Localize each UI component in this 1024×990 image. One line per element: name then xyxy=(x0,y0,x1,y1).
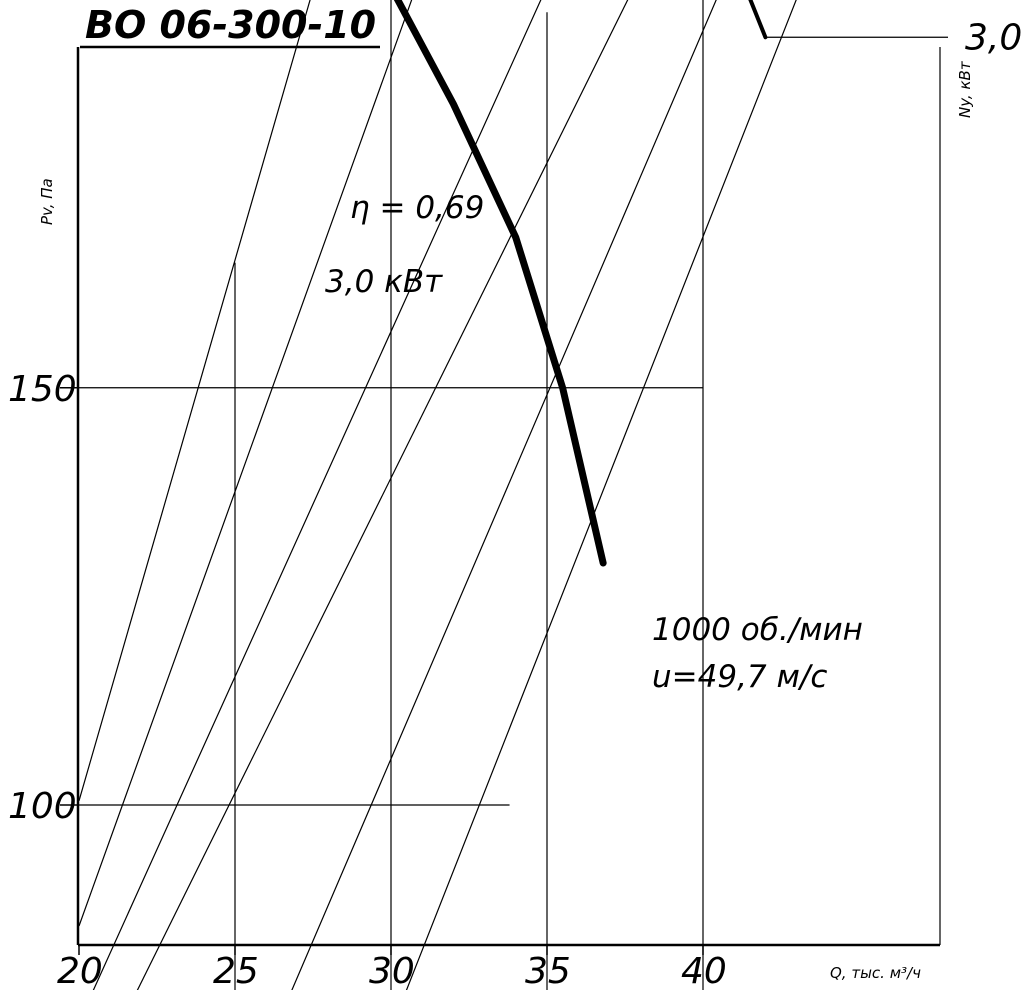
y-tick-label: 100 xyxy=(8,786,77,827)
efficiency-line xyxy=(291,0,717,990)
tick-labels: 20253035401001502002503003,0 xyxy=(8,17,1022,990)
x-tick-label: 35 xyxy=(525,951,571,990)
speed-label: 1000 об./мин xyxy=(652,612,863,648)
efficiency-line xyxy=(92,0,542,990)
power-label: 3,0 кВт xyxy=(325,264,443,300)
pressure-curve xyxy=(393,0,607,567)
efficiency-line xyxy=(405,0,797,990)
y2-axis-label: Ny, кВт xyxy=(956,60,974,118)
velocity-label: u=49,7 м/с xyxy=(652,659,827,695)
x-tick-label: 25 xyxy=(213,951,259,990)
y2-tick-label: 3,0 xyxy=(965,17,1022,58)
efficiency-line xyxy=(136,0,629,990)
chart-title: ВО 06-300-10 xyxy=(85,3,376,47)
efficiency-line xyxy=(78,0,413,927)
y-tick-label: 150 xyxy=(8,369,77,410)
eta-label: η = 0,69 xyxy=(350,190,484,226)
efficiency-line xyxy=(78,0,311,801)
x-axis-label: Q, тыс. м³/ч xyxy=(830,964,921,982)
grid-lines xyxy=(79,0,704,990)
x-tick-label: 40 xyxy=(681,951,727,990)
plot-frame xyxy=(76,47,941,947)
power-curve xyxy=(748,0,768,40)
curves xyxy=(393,0,948,567)
y-axis-label: Pv, Па xyxy=(38,178,56,225)
efficiency-lines xyxy=(78,0,797,990)
x-tick-label: 30 xyxy=(369,951,415,990)
x-tick-label: 20 xyxy=(57,951,103,990)
